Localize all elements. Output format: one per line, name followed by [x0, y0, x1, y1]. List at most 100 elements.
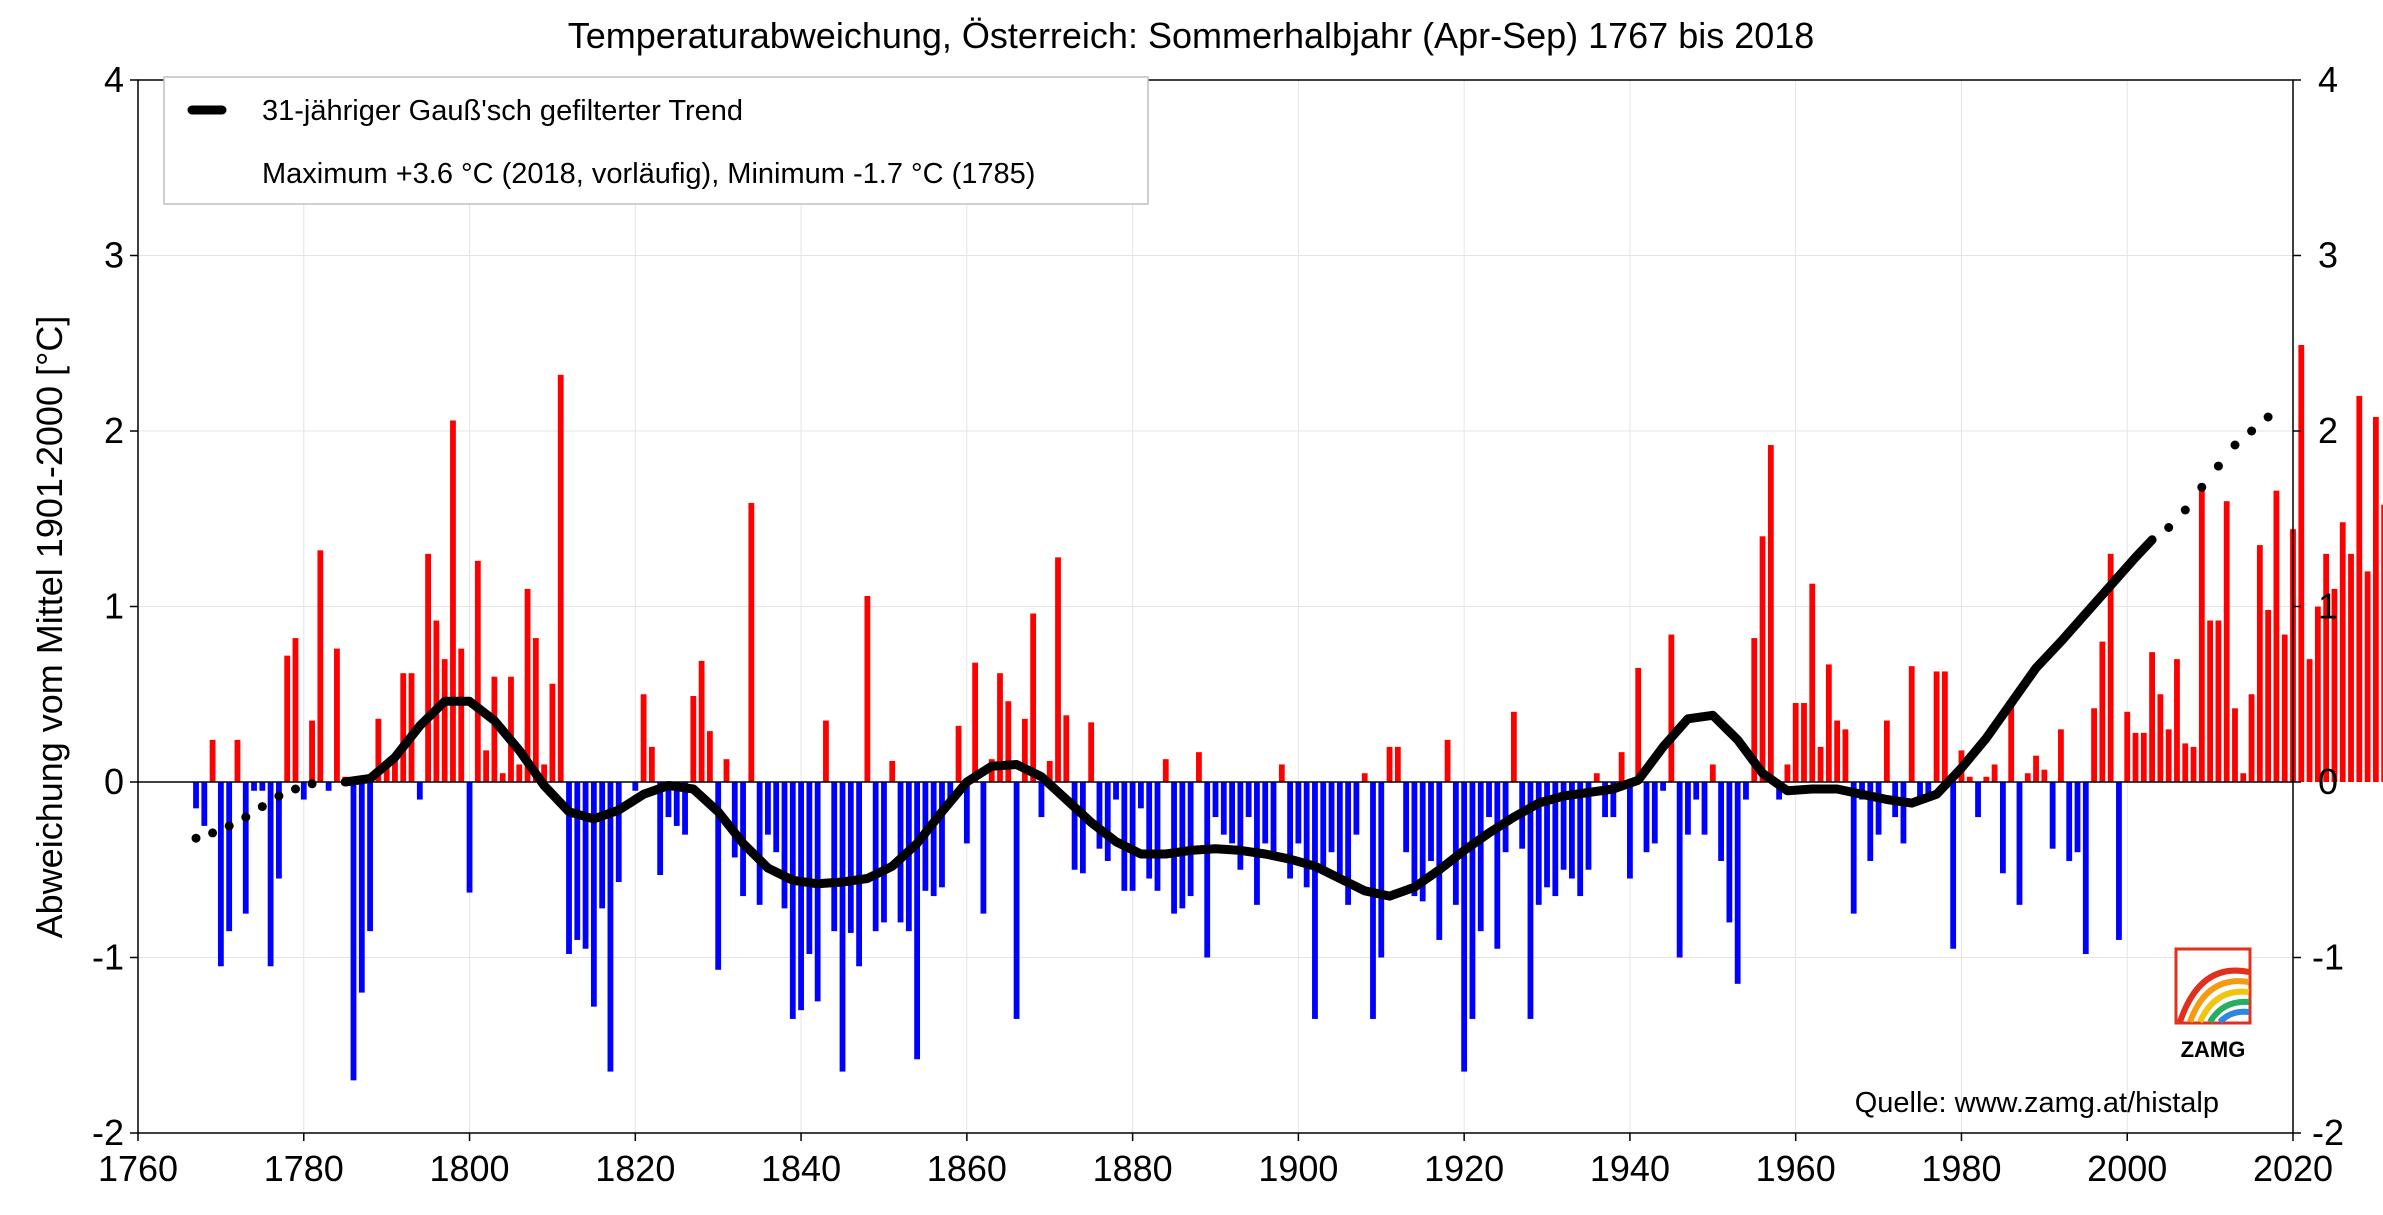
- logo-arc-orange: [2187, 978, 2250, 1024]
- y-tick-label-left-1: 1: [104, 586, 124, 627]
- bar-1858: [947, 782, 954, 800]
- bar-1859: [955, 725, 962, 782]
- bar-1873: [1071, 782, 1078, 870]
- bar-1979: [1950, 782, 1957, 949]
- anomaly-bars: [193, 345, 2383, 1081]
- x-tick-label-1840: 1840: [761, 1148, 841, 1189]
- bar-1812: [566, 782, 572, 954]
- bar-1888: [1196, 752, 1202, 782]
- bar-1958: [1776, 782, 1783, 800]
- bar-1780: [300, 782, 307, 800]
- logo-arc-blue: [2217, 1008, 2250, 1025]
- legend: 31-jähriger Gauß'sch gefilterter Trend M…: [163, 76, 1149, 205]
- bar-1829: [707, 731, 713, 782]
- bar-1870: [1046, 760, 1053, 782]
- bar-1960: [1792, 703, 1799, 782]
- bar-1906: [1345, 782, 1352, 905]
- bar-1934: [1577, 782, 1584, 897]
- trend-dot-1-1775: [257, 802, 267, 812]
- bar-1773: [242, 782, 249, 914]
- x-tick-label-1760: 1760: [98, 1148, 178, 1189]
- bar-1792: [400, 673, 407, 782]
- bar-1824: [665, 782, 672, 818]
- bar-1915: [1419, 782, 1426, 902]
- bar-1802: [483, 750, 490, 782]
- bar-1913: [1403, 782, 1410, 853]
- bar-1987: [2016, 782, 2023, 905]
- bar-1851: [889, 760, 896, 782]
- trend-dot-1-1769: [208, 828, 218, 838]
- bar-1993: [2066, 782, 2073, 861]
- bar-1843: [823, 720, 829, 782]
- bar-1885: [1171, 782, 1177, 914]
- bar-1832: [731, 782, 738, 858]
- bar-1776: [267, 782, 274, 967]
- bar-2025: [2331, 588, 2338, 782]
- bar-1940: [1627, 782, 1633, 879]
- bar-2024: [2323, 553, 2330, 782]
- bar-1821: [640, 694, 647, 782]
- bar-1930: [1544, 782, 1550, 888]
- bar-1844: [831, 782, 838, 932]
- bar-1784: [334, 648, 340, 782]
- trend-dot-1-1777: [274, 791, 284, 801]
- bar-1857: [939, 782, 945, 888]
- legend-extremes-label: Maximum +3.6 °C (2018, vorläufig), Minim…: [262, 158, 1035, 190]
- bar-1939: [1618, 752, 1625, 782]
- bar-1969: [1867, 782, 1874, 861]
- bar-1805: [508, 676, 514, 782]
- bar-1986: [2008, 706, 2015, 782]
- bar-1895: [1254, 782, 1260, 905]
- y-tick-label-right-4: 4: [2318, 59, 2338, 100]
- bar-1984: [1991, 764, 1998, 782]
- bar-1771: [226, 782, 233, 932]
- bar-1957: [1767, 445, 1774, 782]
- bar-1973: [1900, 782, 1907, 844]
- bar-1923: [1486, 782, 1492, 818]
- bar-1974: [1908, 666, 1915, 782]
- x-tick-label-1860: 1860: [927, 1148, 1007, 1189]
- bar-1910: [1378, 782, 1385, 958]
- bar-1847: [856, 782, 862, 967]
- bar-1827: [690, 696, 697, 782]
- bar-1779: [292, 638, 299, 782]
- y-tick-label-left--2: -2: [92, 1112, 124, 1153]
- y-tick-label-right-3: 3: [2318, 235, 2338, 276]
- bar-1947: [1685, 782, 1691, 835]
- bar-1897: [1270, 782, 1277, 853]
- bar-1985: [2000, 782, 2006, 874]
- bar-1904: [1328, 782, 1335, 853]
- bar-1875: [1088, 722, 1095, 782]
- bar-2022: [2306, 659, 2313, 782]
- bar-2012: [2223, 501, 2230, 782]
- bar-1990: [2041, 769, 2048, 782]
- bar-1822: [648, 746, 655, 782]
- bar-2008: [2190, 746, 2197, 782]
- y-axis-left: -2 -1 0 1 2 3 4: [92, 59, 138, 1153]
- bar-1837: [773, 782, 780, 853]
- bar-1951: [1718, 782, 1724, 861]
- logo-arc-red: [2177, 967, 2250, 1023]
- bar-1946: [1676, 782, 1683, 958]
- bar-1938: [1610, 782, 1617, 818]
- bar-1918: [1444, 739, 1451, 782]
- bar-2000: [2124, 711, 2131, 782]
- bar-2016: [2256, 545, 2263, 782]
- bar-1944: [1660, 782, 1666, 791]
- bar-1864: [997, 673, 1003, 782]
- bar-1989: [2033, 755, 2039, 782]
- bar-1849: [872, 782, 879, 932]
- x-tick-label-2000: 2000: [2087, 1148, 2167, 1189]
- x-tick-label-1800: 1800: [429, 1148, 509, 1189]
- x-tick-label-1880: 1880: [1093, 1148, 1173, 1189]
- bar-1826: [682, 782, 688, 835]
- bar-1795: [425, 553, 431, 782]
- trend-dot-1-1779: [291, 784, 300, 794]
- bar-1893: [1237, 782, 1244, 870]
- bar-1835: [756, 782, 763, 905]
- bar-1981: [1966, 776, 1973, 782]
- bar-1777: [276, 782, 282, 879]
- bar-1953: [1734, 782, 1741, 984]
- bar-1768: [201, 782, 208, 826]
- bar-2009: [2198, 483, 2205, 782]
